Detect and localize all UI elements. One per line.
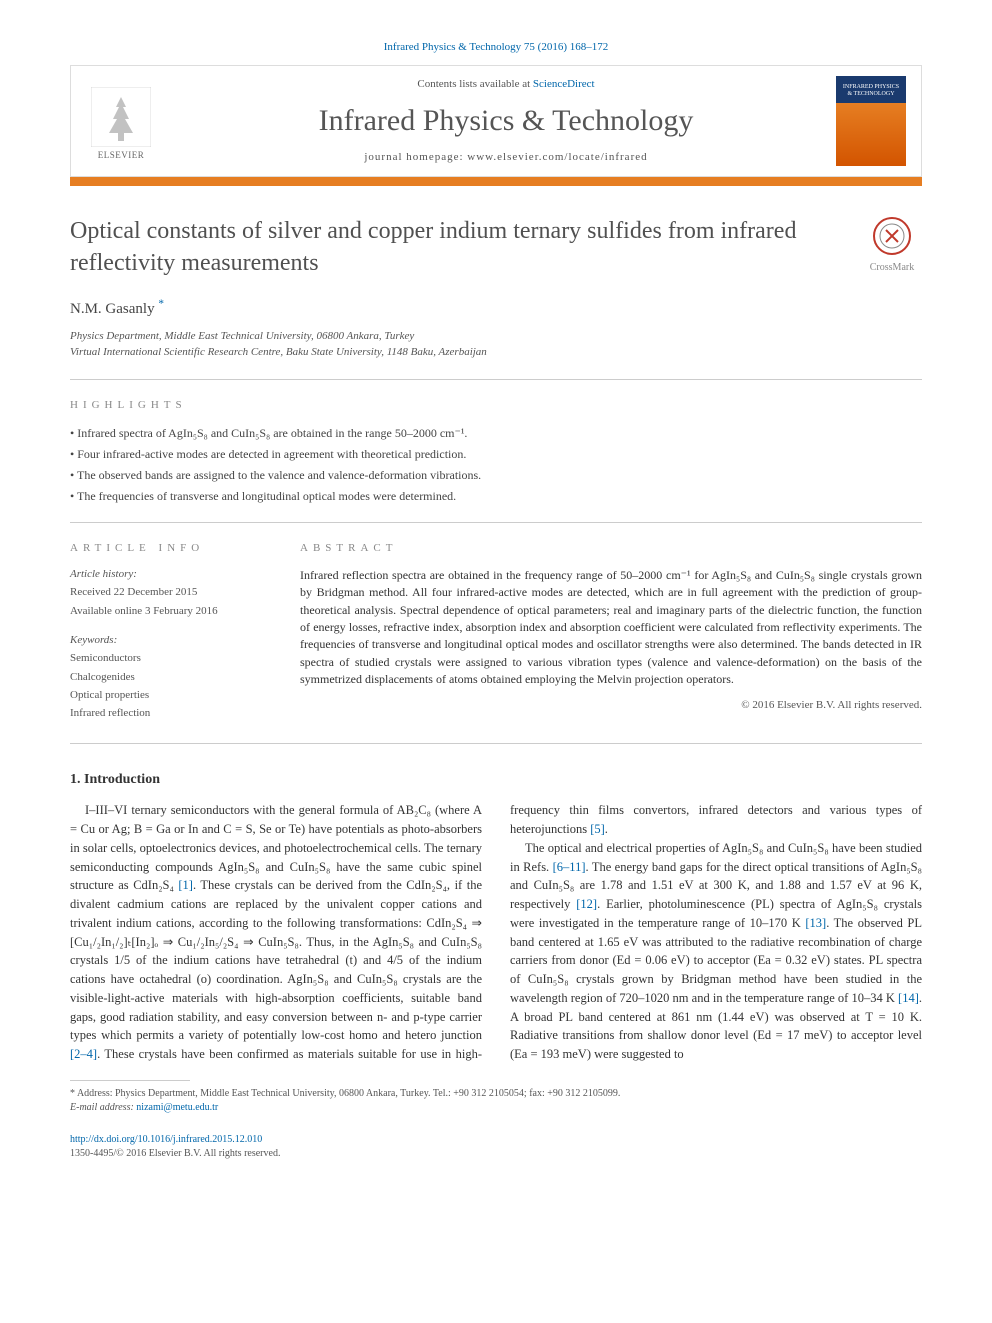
abstract-label: ABSTRACT bbox=[300, 541, 922, 556]
email-label: E-mail address: bbox=[70, 1102, 136, 1113]
contents-line: Contents lists available at ScienceDirec… bbox=[176, 77, 836, 92]
intro-heading: 1. Introduction bbox=[70, 770, 922, 790]
ref-link[interactable]: [12] bbox=[576, 897, 597, 911]
highlight-item: Four infrared-active modes are detected … bbox=[70, 446, 922, 463]
history-head: Article history: bbox=[70, 567, 270, 582]
crossmark-icon bbox=[872, 216, 912, 256]
ref-link[interactable]: [5] bbox=[590, 822, 605, 836]
keyword: Infrared reflection bbox=[70, 706, 270, 721]
author-name: N.M. Gasanly bbox=[70, 301, 155, 317]
doi-link[interactable]: http://dx.doi.org/10.1016/j.infrared.201… bbox=[70, 1134, 262, 1145]
journal-cover-thumb: INFRARED PHYSICS & TECHNOLOGY bbox=[836, 76, 906, 166]
author-line: N.M. Gasanly * bbox=[70, 297, 922, 320]
article-info: ARTICLE INFO Article history: Received 2… bbox=[70, 541, 270, 725]
ref-link[interactable]: [6–11] bbox=[553, 860, 586, 874]
ref-link[interactable]: [2–4] bbox=[70, 1047, 97, 1061]
highlight-item: The frequencies of transverse and longit… bbox=[70, 488, 922, 505]
homepage-url[interactable]: www.elsevier.com/locate/infrared bbox=[467, 151, 647, 163]
orange-accent-bar bbox=[70, 176, 922, 186]
ref-link[interactable]: [14] bbox=[898, 991, 919, 1005]
sciencedirect-link[interactable]: ScienceDirect bbox=[533, 78, 595, 90]
article-title: Optical constants of silver and copper i… bbox=[70, 216, 842, 278]
abstract-text: Infrared reflection spectra are obtained… bbox=[300, 567, 922, 689]
ref-link[interactable]: [13] bbox=[805, 916, 826, 930]
divider bbox=[70, 522, 922, 523]
footnotes: * Address: Physics Department, Middle Ea… bbox=[70, 1087, 922, 1115]
abstract-copyright: © 2016 Elsevier B.V. All rights reserved… bbox=[300, 698, 922, 713]
received-date: Received 22 December 2015 bbox=[70, 585, 270, 600]
citation-header: Infrared Physics & Technology 75 (2016) … bbox=[70, 40, 922, 55]
article-info-label: ARTICLE INFO bbox=[70, 541, 270, 556]
elsevier-tree-icon bbox=[91, 87, 151, 147]
highlight-item: The observed bands are assigned to the v… bbox=[70, 467, 922, 484]
online-date: Available online 3 February 2016 bbox=[70, 604, 270, 619]
homepage-line: journal homepage: www.elsevier.com/locat… bbox=[176, 150, 836, 165]
keyword: Chalcogenides bbox=[70, 670, 270, 685]
abstract-section: ABSTRACT Infrared reflection spectra are… bbox=[300, 541, 922, 725]
highlights-section: HIGHLIGHTS Infrared spectra of AgIn₅S₈ a… bbox=[70, 398, 922, 505]
highlight-item: Infrared spectra of AgIn₅S₈ and CuIn₅S₈ … bbox=[70, 425, 922, 442]
affiliations: Physics Department, Middle East Technica… bbox=[70, 328, 922, 361]
divider bbox=[70, 379, 922, 380]
elsevier-name: ELSEVIER bbox=[98, 149, 145, 162]
email-link[interactable]: nizami@metu.edu.tr bbox=[136, 1102, 218, 1113]
elsevier-logo: ELSEVIER bbox=[86, 81, 156, 161]
keyword: Semiconductors bbox=[70, 651, 270, 666]
citation-link[interactable]: Infrared Physics & Technology 75 (2016) … bbox=[384, 41, 609, 53]
journal-name: Infrared Physics & Technology bbox=[176, 100, 836, 142]
divider bbox=[70, 743, 922, 744]
ref-link[interactable]: [1] bbox=[178, 878, 193, 892]
issn-copyright: 1350-4495/© 2016 Elsevier B.V. All right… bbox=[70, 1148, 280, 1159]
affiliation: Physics Department, Middle East Technica… bbox=[70, 328, 922, 345]
footnote-separator bbox=[70, 1080, 190, 1081]
masthead: ELSEVIER Contents lists available at Sci… bbox=[70, 65, 922, 177]
keywords-head: Keywords: bbox=[70, 633, 270, 648]
footer-bar: http://dx.doi.org/10.1016/j.infrared.201… bbox=[70, 1133, 922, 1161]
intro-body: I–III–VI ternary semiconductors with the… bbox=[70, 801, 922, 1064]
affiliation: Virtual International Scientific Researc… bbox=[70, 344, 922, 361]
author-corr-marker[interactable]: * bbox=[158, 301, 164, 317]
highlights-label: HIGHLIGHTS bbox=[70, 398, 922, 413]
corr-footnote: * Address: Physics Department, Middle Ea… bbox=[70, 1087, 922, 1101]
keyword: Optical properties bbox=[70, 688, 270, 703]
crossmark-badge[interactable]: CrossMark bbox=[862, 216, 922, 275]
